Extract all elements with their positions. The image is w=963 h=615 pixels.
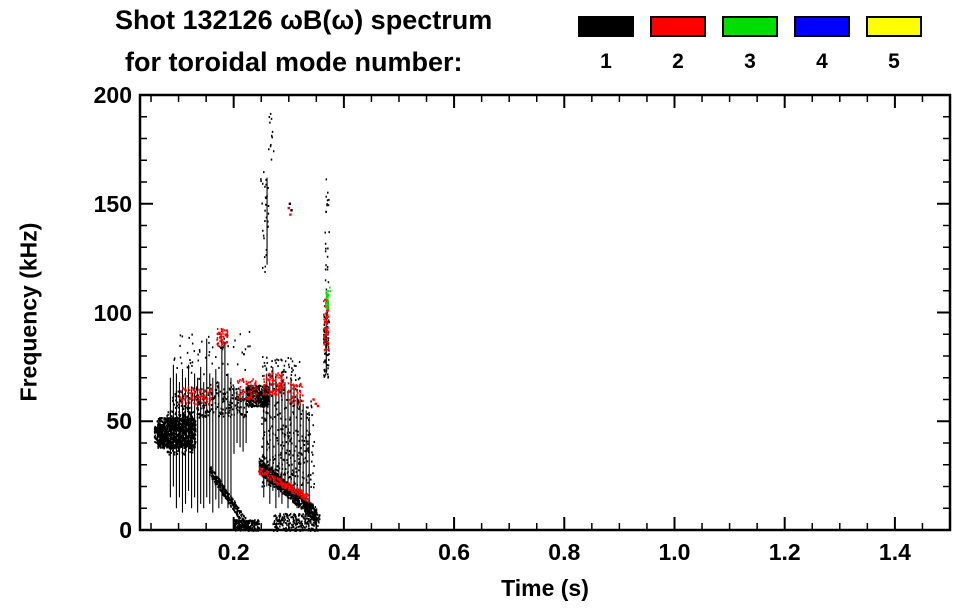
y-axis-title: Frequency (kHz) — [15, 222, 42, 402]
legend-swatch-mode-4 — [794, 16, 850, 37]
x-tick-label: 1.0 — [658, 539, 691, 565]
y-tick-label: 150 — [93, 190, 132, 217]
x-tick-label: 0.4 — [327, 539, 360, 565]
x-tick-label: 1.2 — [768, 539, 801, 565]
legend-label-mode-1: 1 — [600, 50, 612, 73]
y-tick-label: 100 — [93, 299, 132, 326]
legend-label-mode-2: 2 — [672, 50, 684, 73]
y-tick-label: 200 — [93, 82, 132, 108]
chart-subtitle: for toroidal mode number: — [125, 47, 463, 77]
x-tick-label: 0.8 — [548, 539, 581, 565]
legend-swatch-mode-3 — [722, 16, 778, 37]
x-tick-label: 0.6 — [438, 539, 471, 565]
x-axis-title: Time (s) — [501, 575, 589, 601]
legend-swatch-mode-1 — [578, 16, 634, 37]
legend-label-mode-5: 5 — [888, 50, 900, 73]
y-tick-label: 50 — [106, 408, 132, 435]
y-tick-label: 0 — [119, 517, 132, 543]
legend-label-mode-4: 4 — [816, 50, 828, 73]
chart-title: Shot 132126 ωB(ω) spectrum — [115, 5, 493, 35]
legend-swatch-mode-5 — [866, 16, 922, 37]
legend-swatch-mode-2 — [650, 16, 706, 37]
x-tick-label: 0.2 — [217, 539, 250, 565]
x-tick-label: 1.4 — [878, 539, 911, 565]
legend-label-mode-3: 3 — [744, 50, 756, 73]
